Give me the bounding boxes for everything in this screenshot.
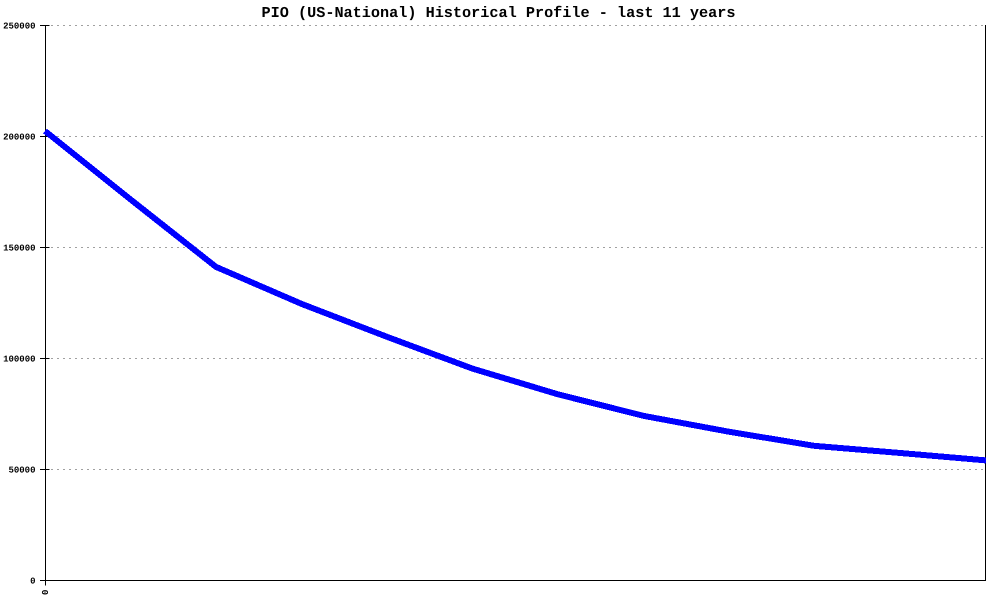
svg-text:0: 0 <box>30 577 35 587</box>
svg-text:PIO (US-National) Historical P: PIO (US-National) Historical Profile - l… <box>262 4 736 22</box>
svg-text:150000: 150000 <box>3 244 35 254</box>
svg-text:0: 0 <box>39 590 49 595</box>
svg-text:100000: 100000 <box>3 355 35 365</box>
svg-text:200000: 200000 <box>3 133 35 143</box>
svg-text:250000: 250000 <box>3 22 35 32</box>
svg-text:50000: 50000 <box>8 466 35 476</box>
